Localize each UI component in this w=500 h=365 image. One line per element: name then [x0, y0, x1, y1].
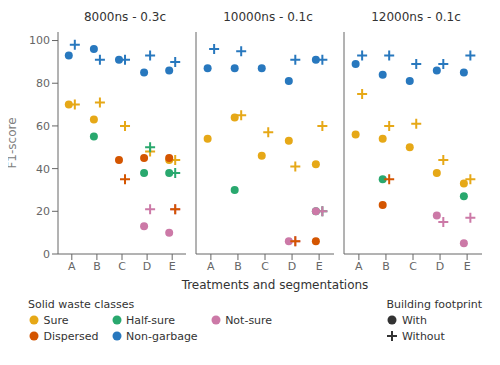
svg-text:0: 0 [43, 248, 50, 261]
svg-text:B: B [234, 260, 242, 273]
svg-text:80: 80 [36, 77, 50, 90]
html-text:8000ns - 0.3c: 8000ns - 0.3c [84, 10, 166, 24]
svg-text:D: D [288, 260, 296, 273]
svg-text:E: E [464, 260, 471, 273]
html-text:Dispersed: Dispersed [43, 329, 99, 342]
svg-text:60: 60 [36, 120, 50, 133]
html-text:10000ns - 0.1c: 10000ns - 0.1c [223, 10, 313, 24]
svg-text:C: C [118, 260, 126, 273]
html-text:Building footprint: Building footprint [386, 298, 482, 311]
svg-text:E: E [169, 260, 176, 273]
svg-text:E: E [316, 260, 323, 273]
svg-text:A: A [68, 260, 76, 273]
svg-text:A: A [355, 260, 363, 273]
svg-text:20: 20 [36, 205, 50, 218]
html-text:Half-sure: Half-sure [126, 313, 176, 327]
svg-text:D: D [143, 260, 151, 273]
svg-text:C: C [261, 260, 269, 273]
html-text:12000ns - 0.1c: 12000ns - 0.1c [371, 10, 461, 24]
svg-text:D: D [436, 260, 444, 273]
html-text:Treatments and segmentations: Treatments and segmentations [181, 278, 369, 292]
svg-text:100: 100 [29, 34, 50, 47]
html-text:Solid waste classes: Solid waste classes [28, 298, 135, 311]
svg-text:A: A [207, 260, 215, 273]
html-text:Non-garbage: Non-garbage [126, 329, 198, 342]
html-text:Not-sure: Not-sure [225, 313, 273, 327]
svg-text:C: C [409, 260, 417, 273]
svg-text:B: B [93, 260, 101, 273]
svg-text:40: 40 [36, 163, 50, 176]
svg-text:B: B [382, 260, 390, 273]
html-text:Without: Without [401, 329, 445, 342]
html-text:Sure: Sure [43, 313, 69, 327]
html-text:With: With [401, 313, 427, 327]
svg-text:F1-score: F1-score [8, 117, 19, 168]
